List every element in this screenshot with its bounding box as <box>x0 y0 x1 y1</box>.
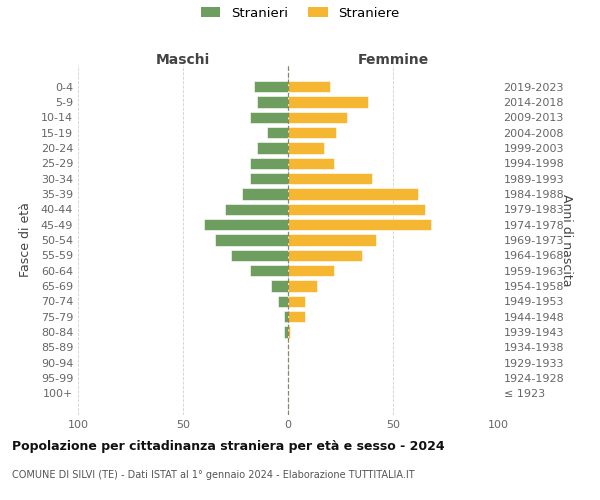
Bar <box>267 127 288 138</box>
Bar <box>215 234 288 246</box>
Bar <box>257 96 288 108</box>
Bar <box>254 81 288 92</box>
Bar <box>288 250 361 261</box>
Legend: Stranieri, Straniere: Stranieri, Straniere <box>200 6 400 20</box>
Bar <box>242 188 288 200</box>
Bar <box>288 219 431 230</box>
Bar <box>250 173 288 184</box>
Bar <box>277 296 288 307</box>
Bar <box>288 204 425 215</box>
Bar <box>288 234 376 246</box>
Bar <box>250 158 288 169</box>
Bar <box>204 219 288 230</box>
Text: COMUNE DI SILVI (TE) - Dati ISTAT al 1° gennaio 2024 - Elaborazione TUTTITALIA.I: COMUNE DI SILVI (TE) - Dati ISTAT al 1° … <box>12 470 415 480</box>
Bar <box>225 204 288 215</box>
Bar <box>288 96 368 108</box>
Bar <box>288 81 330 92</box>
Bar <box>288 188 418 200</box>
Bar <box>288 296 305 307</box>
Bar <box>284 326 288 338</box>
Bar <box>288 127 337 138</box>
Bar <box>250 112 288 123</box>
Bar <box>232 250 288 261</box>
Bar <box>288 173 372 184</box>
Bar <box>271 280 288 292</box>
Text: Popolazione per cittadinanza straniera per età e sesso - 2024: Popolazione per cittadinanza straniera p… <box>12 440 445 453</box>
Y-axis label: Fasce di età: Fasce di età <box>19 202 32 278</box>
Bar <box>288 265 334 276</box>
Bar <box>288 158 334 169</box>
Y-axis label: Anni di nascita: Anni di nascita <box>560 194 572 286</box>
Text: Femmine: Femmine <box>358 52 428 66</box>
Bar <box>284 311 288 322</box>
Bar <box>257 142 288 154</box>
Bar <box>250 265 288 276</box>
Bar <box>288 280 317 292</box>
Text: Maschi: Maschi <box>156 52 210 66</box>
Bar <box>288 112 347 123</box>
Bar <box>288 142 324 154</box>
Bar <box>288 311 305 322</box>
Bar <box>288 326 290 338</box>
